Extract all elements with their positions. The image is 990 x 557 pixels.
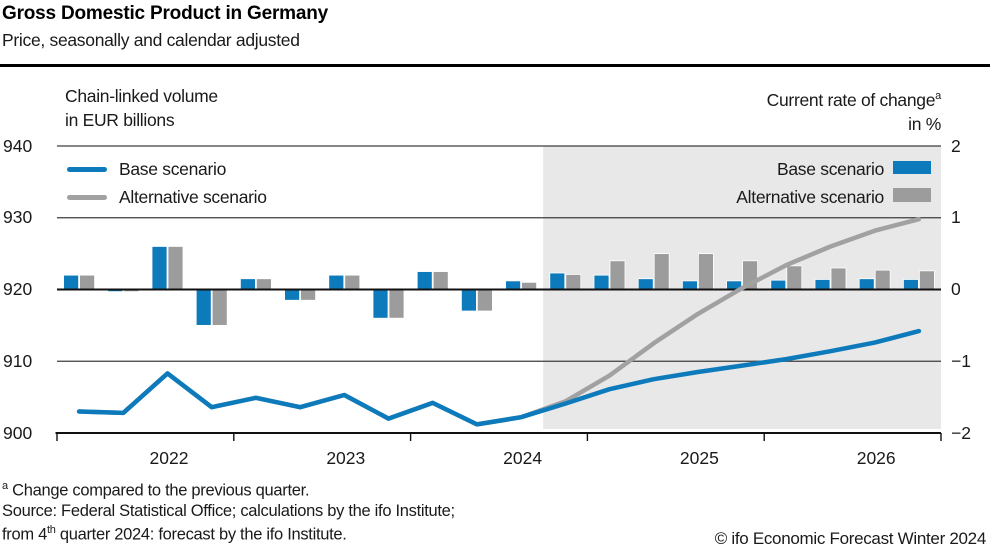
bar-base-scenario [239,278,256,290]
bar-alternative-scenario [255,278,272,290]
bar-base-scenario [903,279,919,290]
bar-alternative-scenario [79,274,95,290]
right-axis-tick-label: 1 [951,207,961,228]
copyright-note: © ifo Economic Forecast Winter 2024 [714,529,987,548]
right-axis-header-line2: in % [908,113,941,134]
bar-base-scenario [63,274,79,290]
legend-bar-base-swatch [893,160,931,174]
left-axis-tick-label: 940 [3,135,33,156]
legend-line-base-label: Base scenario [119,159,226,179]
bar-base-scenario [770,279,787,290]
right-axis-tick-label: 2 [951,135,961,156]
legend-line-base-swatch [67,166,107,172]
x-axis-year-label: 2025 [679,448,719,468]
header-divider [0,64,990,67]
bar-base-scenario [858,278,875,290]
bar-alternative-scenario [344,274,361,290]
bar-base-scenario [505,280,522,290]
bar-alternative-scenario [300,289,317,301]
left-axis-tick-label: 930 [3,207,33,228]
bar-base-scenario [416,271,433,290]
bar-base-scenario [549,272,566,290]
bar-alternative-scenario [476,289,493,312]
bar-alternative-scenario [565,274,582,290]
bar-base-scenario [284,289,301,301]
legend-line-alt-label: Alternative scenario [119,187,267,207]
bar-alternative-scenario [698,253,714,290]
bar-base-scenario [151,246,168,290]
bar-base-scenario [682,280,698,290]
right-axis-tick-label: 0 [951,279,961,299]
bar-alternative-scenario [167,246,184,290]
bar-alternative-scenario [432,271,449,290]
left-axis-header: Chain-linked volume in EUR billions [65,84,218,132]
bar-alternative-scenario [609,260,626,290]
legend-bar-alt-swatch [893,188,931,202]
bar-base-scenario [460,289,477,312]
left-axis-tick-label: 920 [3,279,33,299]
x-axis-year-label: 2022 [149,448,189,468]
left-axis-header-line1: Chain-linked volume [65,86,218,106]
page-subtitle: Price, seasonally and calendar adjusted [2,30,300,50]
bar-alternative-scenario [211,289,228,326]
bar-base-scenario [372,289,389,319]
legend-bar-base-label: Base scenario [777,159,884,179]
right-axis-header-line1: Current rate of changea [766,89,942,110]
bar-alternative-scenario [653,253,670,290]
bar-alternative-scenario [786,265,803,290]
right-axis-header: Current rate of changea in % [766,84,942,136]
footnote-forecast: from 4th quarter 2024: forecast by the i… [2,524,347,544]
bar-base-scenario [195,289,212,326]
bar-base-scenario [637,278,654,290]
line-base-scenario [76,328,922,427]
bar-alternative-scenario [521,281,537,290]
bar-alternative-scenario [919,270,935,290]
x-axis-year-label: 2026 [856,448,896,468]
left-axis-tick-label: 910 [3,350,33,371]
footnote-source: Source: Federal Statistical Office; calc… [2,502,455,520]
legend-line-alt-swatch [67,194,107,200]
bar-base-scenario [328,274,345,290]
right-axis-tick-label: −2 [951,422,971,443]
page-title: Gross Domestic Product in Germany [2,3,328,24]
left-axis-tick-label: 900 [3,422,33,443]
legend-bar-alt-label: Alternative scenario [736,187,884,207]
bar-base-scenario [814,279,831,290]
right-axis-tick-label: −1 [951,350,971,371]
bar-alternative-scenario [830,267,847,290]
bar-alternative-scenario [874,269,891,290]
footnote-marker: a [935,90,941,102]
footnote-1: a Change compared to the previous quarte… [2,480,310,500]
left-axis-header-line2: in EUR billions [65,110,175,130]
bar-alternative-scenario [388,289,405,319]
bar-base-scenario [593,274,610,290]
x-axis-year-label: 2023 [326,448,366,468]
x-axis-year-label: 2024 [503,448,543,468]
